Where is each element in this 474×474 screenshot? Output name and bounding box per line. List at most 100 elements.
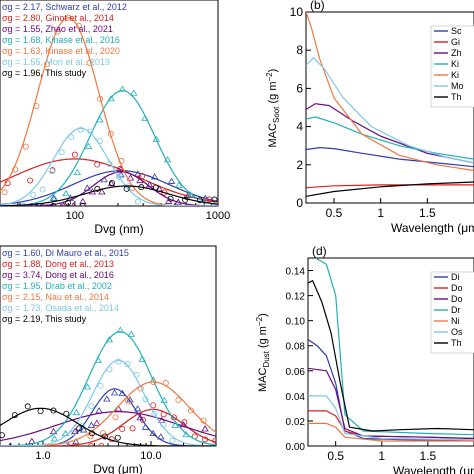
data-point: [133, 371, 140, 378]
legend-entry: σg = 2.80, Ginot et al., 2014: [2, 13, 114, 23]
data-point: [142, 396, 149, 403]
legend-entry: Dr: [451, 305, 461, 315]
data-point: [108, 179, 115, 186]
x-tick-label: 1.5: [420, 449, 437, 463]
data-point: [62, 189, 70, 197]
data-point: [141, 423, 150, 430]
data-point: [79, 202, 86, 206]
data-point: [160, 396, 168, 403]
data-point: [150, 378, 157, 385]
series-line: [306, 184, 474, 189]
legend-entry: σg = 3.74, Dong et al., 2016: [2, 270, 114, 280]
x-tick-label: 1000: [206, 210, 230, 222]
legend-entry: Ki: [451, 59, 459, 69]
data-point: [118, 85, 127, 92]
data-point: [200, 417, 207, 424]
data-point: [88, 403, 95, 410]
legend-entry: σg = 1.73, Osada et al., 2014: [2, 303, 119, 313]
data-point: [182, 430, 190, 438]
legend-entry: Os: [451, 327, 463, 337]
data-point: [133, 405, 142, 412]
data-point: [12, 166, 19, 173]
legend-entry: σg = 1.88, Dong et al., 2013: [2, 259, 114, 269]
data-point: [181, 419, 188, 426]
data-point: [174, 198, 182, 205]
data-point: [107, 95, 115, 102]
data-point: [212, 437, 216, 444]
y-axis-label-exp: −2: [265, 72, 274, 82]
panel-label: (b): [310, 0, 325, 12]
data-point: [94, 356, 103, 364]
y-tick-label: 0.14: [286, 267, 306, 278]
data-point: [87, 421, 96, 428]
x-tick-label: 0.5: [326, 206, 343, 220]
data-point: [138, 184, 145, 191]
series-line: [306, 12, 474, 172]
series-line: [315, 258, 474, 436]
legend-entry: σg = 2.17, Schwarz et al., 2012: [2, 2, 127, 12]
y-axis-label-end: ): [267, 69, 279, 73]
legend-box: [430, 271, 474, 354]
legend-entry: σg = 1.96, This study: [2, 68, 87, 78]
legend-box: [430, 25, 474, 108]
y-tick-label: 10: [290, 5, 304, 19]
data-point: [75, 23, 82, 30]
data-point: [130, 89, 138, 96]
data-point: [114, 405, 123, 412]
x-tick-label: 100: [66, 210, 84, 222]
series-line: [308, 395, 474, 441]
data-point: [74, 442, 81, 446]
data-point: [24, 403, 31, 410]
data-point: [106, 366, 113, 373]
x-axis-label: Dvg (μm): [93, 462, 143, 474]
data-point: [22, 143, 29, 150]
series-line: [306, 181, 474, 197]
y-tick-label: 0.04: [286, 392, 306, 403]
data-point: [175, 397, 182, 404]
data-point: [50, 407, 57, 414]
data-point: [115, 358, 122, 365]
data-point: [65, 14, 72, 21]
x-tick-label: 1.5: [419, 206, 436, 220]
data-point: [87, 128, 94, 135]
data-point: [134, 170, 142, 177]
data-point: [136, 414, 144, 421]
data-point: [119, 426, 126, 433]
data-point: [49, 194, 58, 201]
series-curve: [0, 89, 218, 206]
series-curve: [0, 407, 216, 446]
data-point: [126, 396, 134, 403]
data-point: [186, 190, 194, 198]
data-point: [160, 411, 167, 418]
panel-a-size-distribution-nm: 100 1000 Dvg (nm) σg = 2.17, Schwarz et al.…: [0, 0, 230, 236]
y-tick-label: 4: [296, 120, 303, 134]
x-tick-label: 0.5: [327, 449, 344, 463]
data-point: [114, 434, 121, 441]
legend-entry: Th: [451, 338, 462, 348]
data-point: [71, 151, 78, 158]
data-point: [97, 382, 104, 389]
data-point: [182, 196, 189, 203]
data-point: [61, 202, 67, 206]
data-point: [71, 427, 79, 434]
data-point: [115, 173, 122, 180]
data-point: [157, 433, 165, 440]
data-point: [30, 191, 37, 198]
data-point: [136, 176, 144, 184]
y-axis-label-unit: (g m: [267, 82, 279, 107]
series-curve: [0, 411, 216, 442]
legend-entry: Th: [451, 92, 462, 102]
data-point: [118, 389, 126, 397]
legend-entry: Do: [451, 283, 463, 293]
data-point: [150, 402, 157, 409]
data-point: [179, 421, 188, 428]
data-point: [134, 198, 141, 205]
data-point: [110, 389, 119, 396]
y-tick-label: 6: [296, 81, 303, 95]
legend-entry: σg = 2.19, This study: [2, 314, 87, 324]
data-point: [61, 441, 68, 446]
data-point: [94, 185, 101, 192]
data-point: [44, 61, 51, 68]
